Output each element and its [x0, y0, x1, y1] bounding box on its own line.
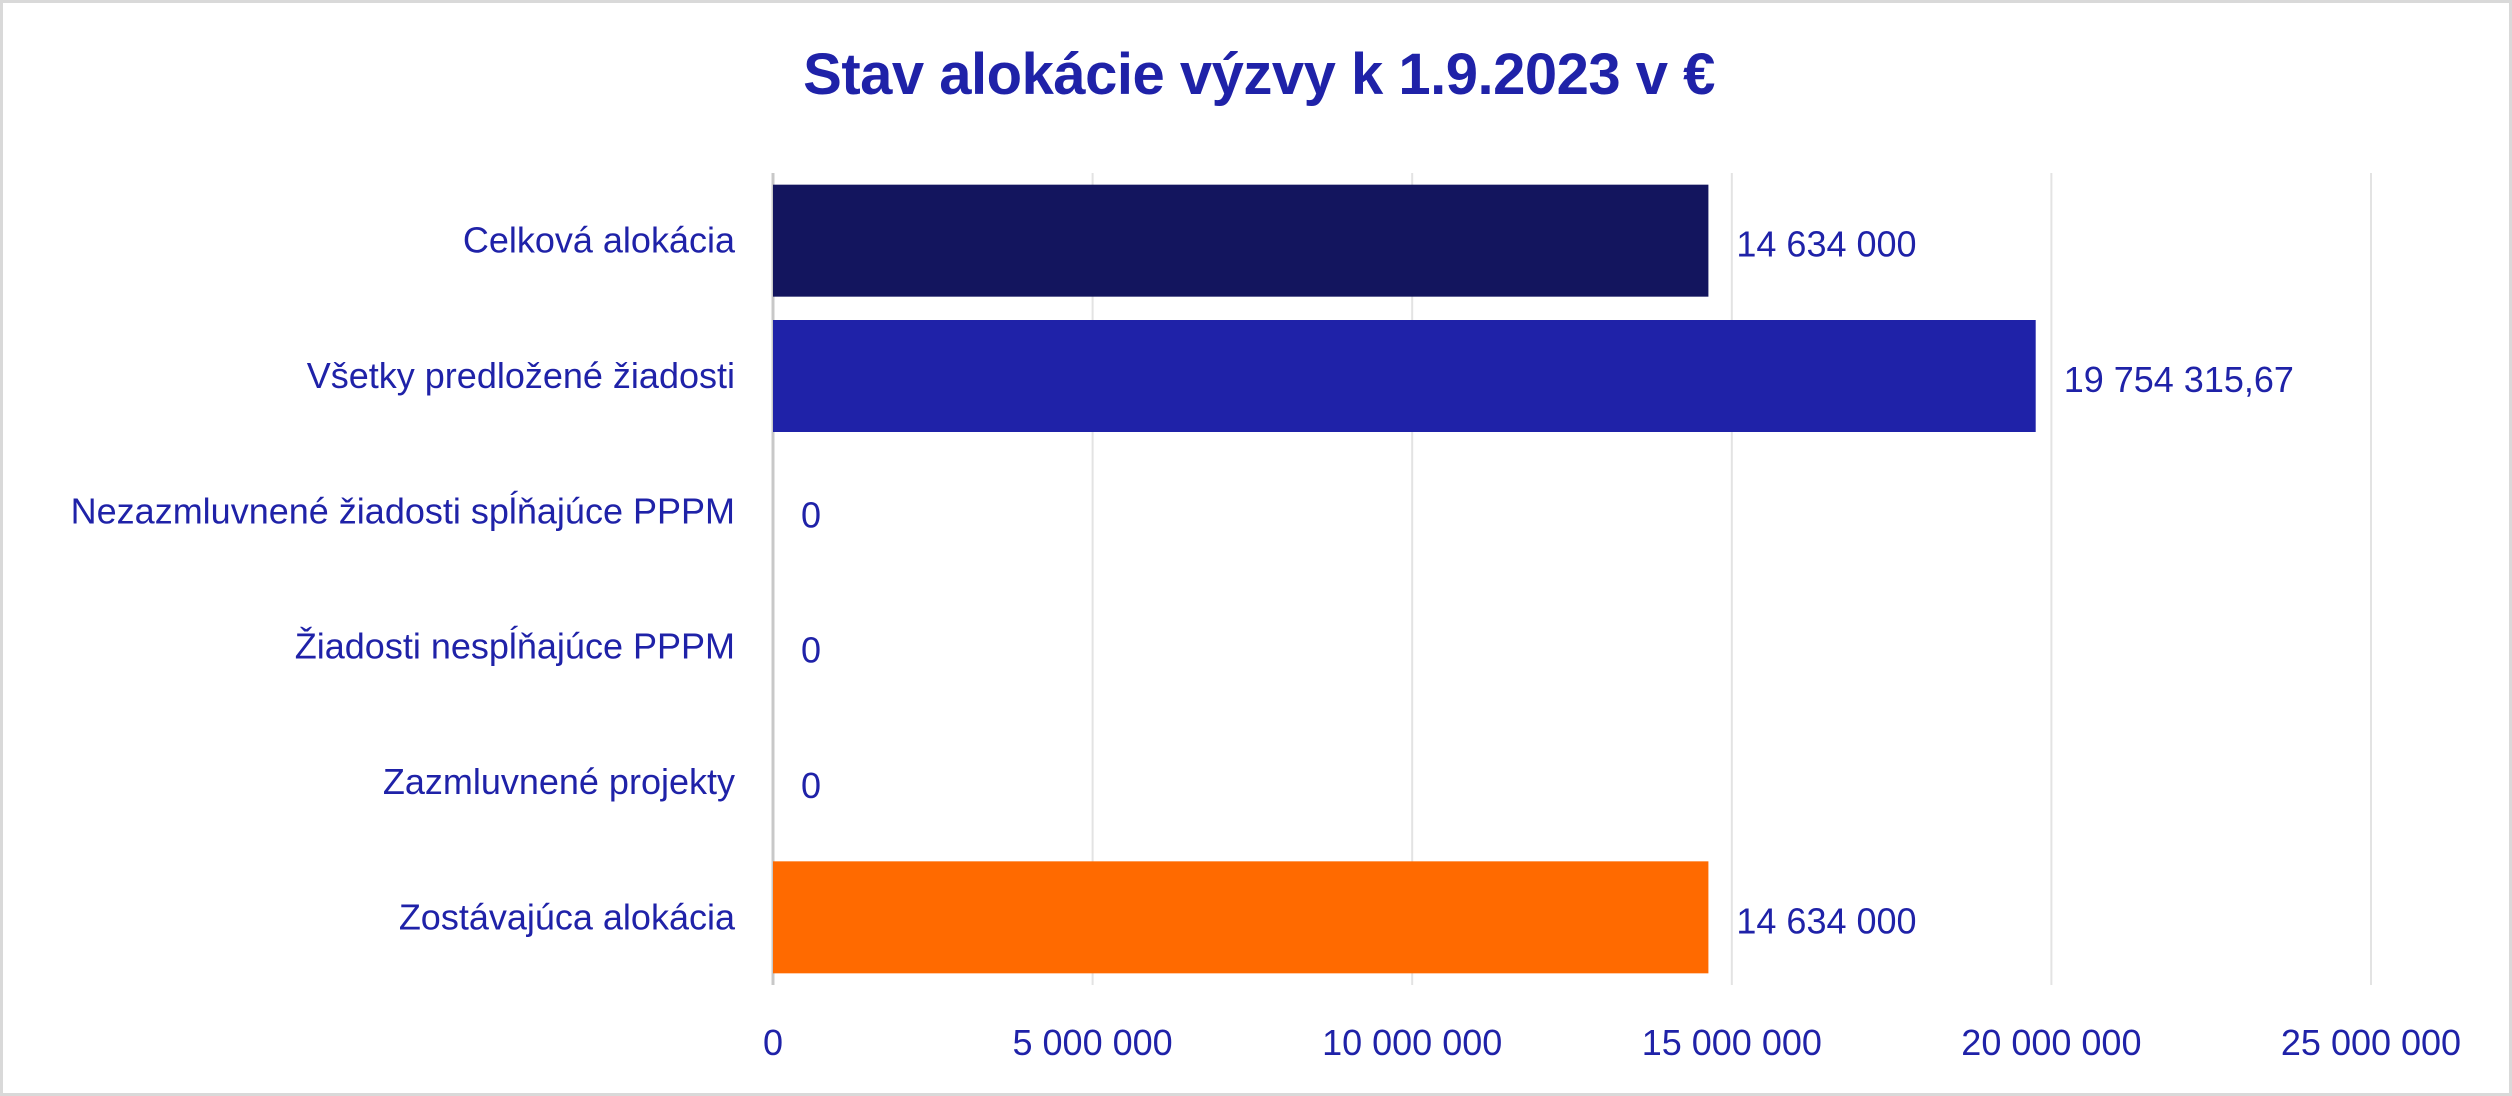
- bar-chart: 0 5 000 000 10 000 000 15 000 000 20 000 000…: [71, 173, 2461, 1063]
- category-label: Zazmluvnené projekty: [383, 761, 735, 802]
- x-tick-label: 25 000 000: [2281, 1022, 2461, 1063]
- category-label: Žiadosti nespĺňajúce PPPM: [295, 625, 735, 667]
- data-label: 0: [801, 765, 821, 806]
- data-label: 0: [801, 630, 821, 671]
- category-label: Zostávajúca alokácia: [399, 896, 736, 937]
- bar: [773, 861, 1709, 974]
- bar: [773, 184, 1709, 297]
- category-label: Celková alokácia: [463, 220, 736, 261]
- data-label: 14 634 000: [1736, 224, 1916, 265]
- chart-title: Stav alokácie výzvy k 1.9.2023 v €: [803, 42, 1715, 107]
- x-tick-label: 15 000 000: [1642, 1022, 1822, 1063]
- data-label: 0: [801, 494, 821, 535]
- data-label: 19 754 315,67: [2064, 359, 2294, 400]
- category-label: Všetky predložené žiadosti: [307, 355, 735, 396]
- bar: [773, 320, 2036, 432]
- x-tick-label: 10 000 000: [1322, 1022, 1502, 1063]
- x-tick-label: 5 000 000: [1013, 1022, 1173, 1063]
- category-label: Nezazmluvnené žiadosti spĺňajúce PPPM: [71, 489, 735, 531]
- data-label: 14 634 000: [1736, 900, 1916, 941]
- x-tick-label: 20 000 000: [1961, 1022, 2141, 1063]
- x-tick-label: 0: [763, 1022, 783, 1063]
